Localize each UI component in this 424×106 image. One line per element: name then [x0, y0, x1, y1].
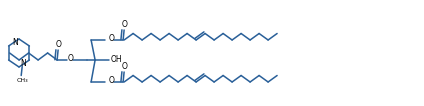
Text: O: O [68, 54, 73, 63]
Text: O: O [108, 34, 114, 43]
Text: N: N [20, 59, 25, 68]
Text: OH: OH [110, 56, 122, 64]
Text: O: O [108, 76, 114, 85]
Text: O: O [121, 20, 127, 29]
Text: O: O [121, 62, 127, 71]
Text: CH₃: CH₃ [17, 78, 28, 83]
Text: N: N [12, 38, 18, 47]
Text: O: O [55, 40, 61, 49]
